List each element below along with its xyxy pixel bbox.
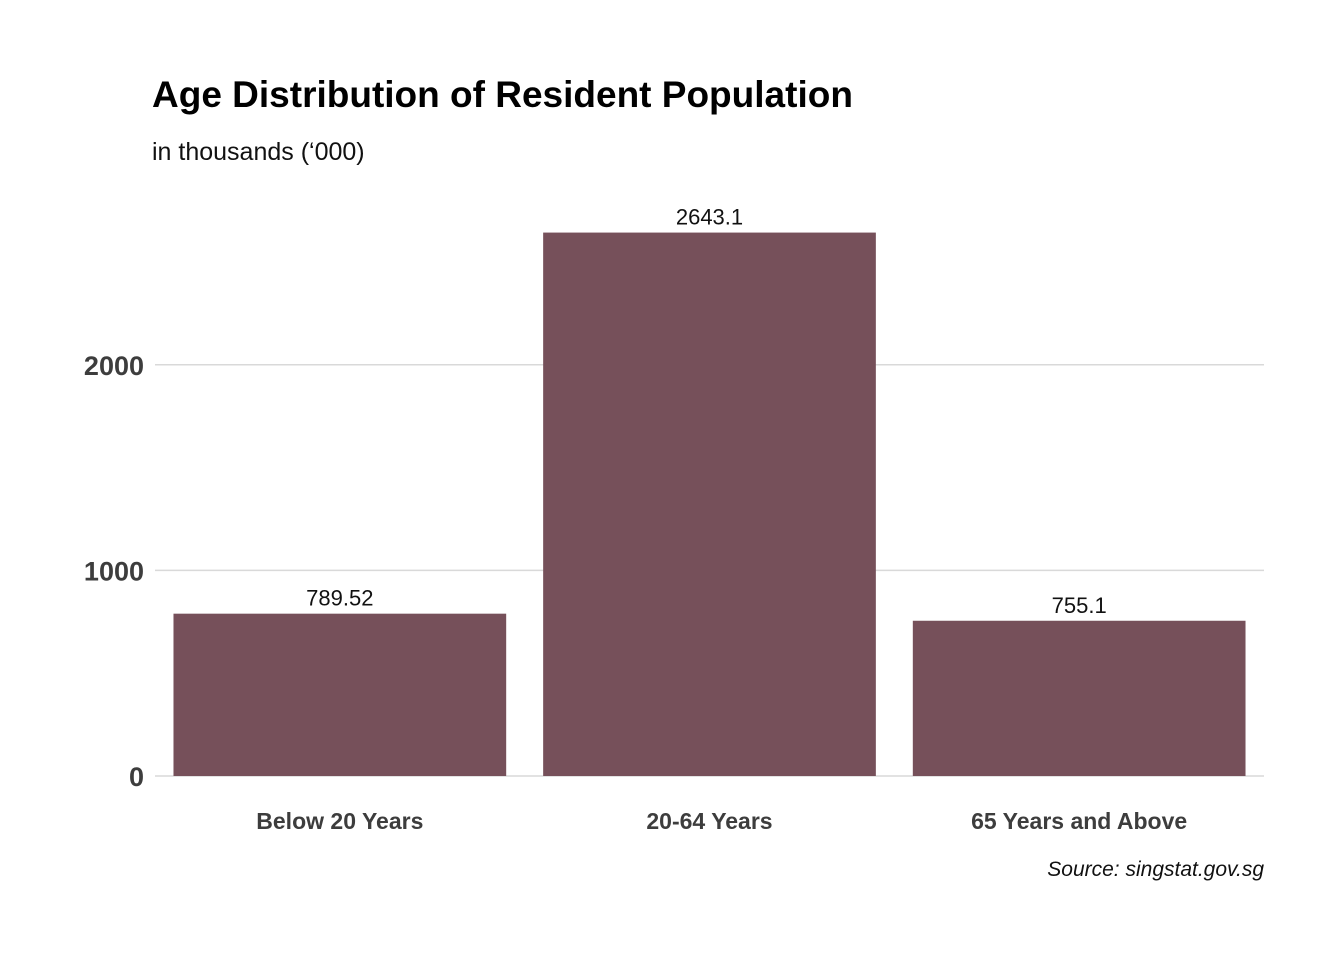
- data-label: 755.1: [1052, 593, 1107, 618]
- y-tick-label: 0: [129, 762, 144, 792]
- chart-subtitle: in thousands (‘000): [152, 138, 365, 166]
- bar: [912, 620, 1246, 776]
- data-label: 789.52: [306, 586, 373, 611]
- y-tick-label: 2000: [84, 351, 144, 381]
- data-labels: 789.52 2643.1 755.1: [306, 205, 1107, 618]
- x-tick-label: 20-64 Years: [646, 808, 772, 834]
- y-tick-label: 1000: [84, 556, 144, 586]
- bar: [543, 232, 876, 777]
- bars: [173, 232, 1246, 777]
- x-axis-ticks: Below 20 Years 20-64 Years 65 Years and Ab…: [256, 808, 1187, 834]
- y-axis-ticks: 0 1000 2000: [84, 351, 144, 792]
- data-label: 2643.1: [676, 205, 743, 230]
- x-tick-label: Below 20 Years: [256, 808, 423, 834]
- bar: [173, 613, 507, 776]
- chart-title: Age Distribution of Resident Population: [152, 74, 853, 115]
- source-caption: Source: singstat.gov.sg: [1047, 858, 1264, 881]
- x-tick-label: 65 Years and Above: [971, 808, 1187, 834]
